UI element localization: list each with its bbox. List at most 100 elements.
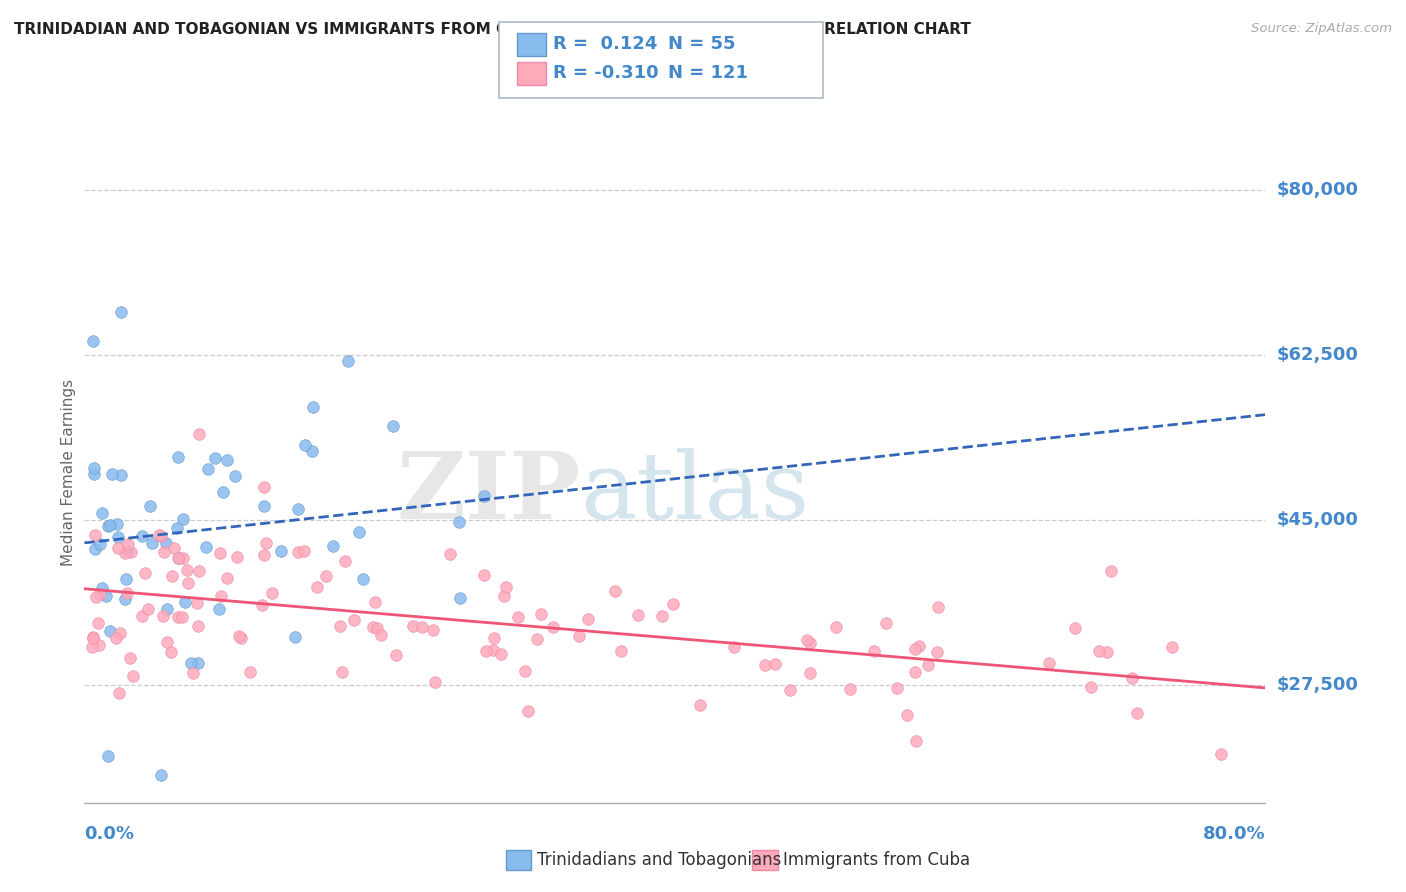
Point: [224, 468, 246, 483]
Point: [90, 506, 112, 520]
Point: [875, 615, 897, 630]
Point: [495, 580, 517, 594]
Point: [626, 608, 648, 623]
Point: [363, 595, 385, 609]
Point: [89, 587, 111, 601]
Point: [330, 665, 353, 680]
Point: [108, 685, 131, 699]
Point: [115, 586, 138, 600]
Point: [83, 542, 105, 557]
Point: [195, 540, 218, 554]
Text: N = 55: N = 55: [668, 35, 735, 53]
Point: [141, 536, 163, 550]
Point: [83, 467, 105, 482]
Point: [301, 443, 323, 458]
Point: [131, 608, 153, 623]
Point: [98, 517, 121, 532]
Point: [82, 630, 104, 644]
Point: [183, 665, 205, 680]
Point: [91, 581, 114, 595]
Point: [254, 536, 277, 550]
Point: [134, 566, 156, 581]
Point: [139, 500, 162, 514]
Point: [107, 541, 129, 555]
Point: [302, 400, 325, 414]
Point: [84, 591, 107, 605]
Point: [799, 636, 821, 650]
Point: [779, 683, 801, 698]
Point: [307, 580, 329, 594]
Point: [136, 602, 159, 616]
Point: [177, 576, 200, 591]
Point: [385, 648, 408, 662]
Point: [361, 620, 384, 634]
Point: [120, 545, 142, 559]
Point: [89, 537, 111, 551]
Point: [174, 595, 197, 609]
Point: [927, 645, 949, 659]
Point: [292, 544, 315, 558]
Text: Trinidadians and Tobagonians: Trinidadians and Tobagonians: [537, 851, 782, 869]
Point: [167, 450, 190, 465]
Point: [153, 545, 176, 559]
Point: [104, 631, 127, 645]
Point: [176, 563, 198, 577]
Point: [148, 528, 170, 542]
Text: TRINIDADIAN AND TOBAGONIAN VS IMMIGRANTS FROM CUBA MEDIAN FEMALE EARNINGS CORREL: TRINIDADIAN AND TOBAGONIAN VS IMMIGRANTS…: [14, 22, 972, 37]
Text: 0.0%: 0.0%: [84, 825, 135, 843]
Point: [122, 669, 145, 683]
Point: [150, 529, 173, 543]
Point: [110, 468, 132, 483]
Point: [115, 573, 138, 587]
Point: [204, 451, 226, 466]
Point: [609, 644, 631, 658]
Point: [482, 642, 505, 657]
Point: [352, 573, 374, 587]
Point: [187, 656, 209, 670]
Point: [159, 645, 181, 659]
Point: [166, 551, 188, 566]
Point: [1038, 657, 1060, 671]
Point: [239, 665, 262, 679]
Point: [568, 629, 591, 643]
Point: [131, 529, 153, 543]
Point: [1121, 671, 1143, 685]
Point: [337, 354, 360, 368]
Point: [576, 612, 599, 626]
Point: [1099, 564, 1122, 578]
Point: [489, 647, 512, 661]
Point: [863, 644, 886, 658]
Point: [172, 512, 194, 526]
Point: [80, 640, 103, 654]
Point: [283, 630, 305, 644]
Point: [180, 657, 202, 671]
Point: [651, 609, 673, 624]
Point: [250, 599, 273, 613]
Point: [186, 596, 208, 610]
Point: [83, 460, 105, 475]
Point: [516, 704, 538, 718]
Point: [475, 644, 498, 658]
Point: [294, 438, 316, 452]
Point: [170, 610, 193, 624]
Point: [799, 665, 821, 680]
Point: [152, 608, 174, 623]
Point: [439, 547, 461, 561]
Point: [508, 610, 530, 624]
Point: [94, 589, 117, 603]
Point: [87, 638, 110, 652]
Point: [526, 632, 548, 646]
Point: [904, 733, 927, 747]
Text: atlas: atlas: [581, 448, 810, 538]
Point: [335, 553, 357, 567]
Point: [160, 568, 183, 582]
Text: Immigrants from Cuba: Immigrants from Cuba: [783, 851, 970, 869]
Text: $45,000: $45,000: [1277, 511, 1358, 529]
Point: [723, 640, 745, 654]
Point: [156, 635, 179, 649]
Point: [754, 658, 776, 673]
Point: [370, 628, 392, 642]
Point: [886, 681, 908, 695]
Point: [155, 536, 177, 550]
Point: [402, 618, 425, 632]
